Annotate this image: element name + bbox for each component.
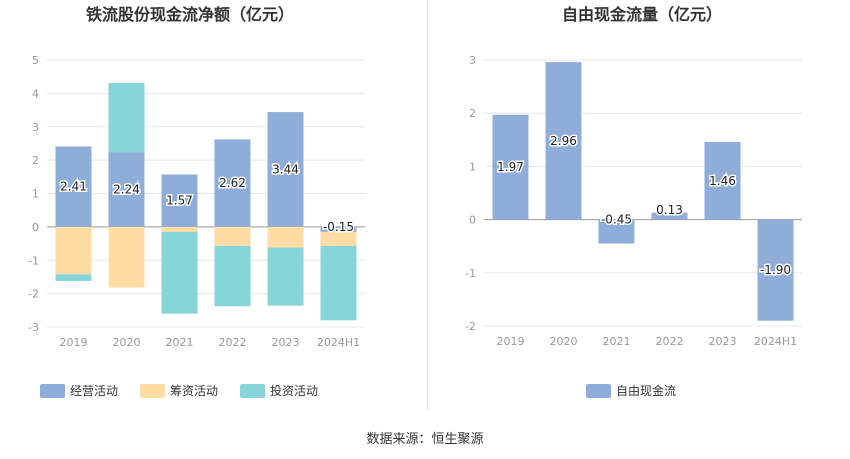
bar-investing (55, 274, 92, 281)
bar-free (651, 212, 688, 220)
data-label: -1.90 (760, 263, 791, 277)
bar-investing (214, 245, 251, 307)
y-tick-label: 3 (469, 54, 476, 67)
x-tick-label: 2023 (709, 335, 737, 348)
data-label: -0.45 (601, 213, 632, 227)
x-tick-label: 2021 (166, 336, 194, 349)
bar-investing (161, 231, 198, 314)
y-tick-label: -2 (28, 288, 39, 301)
bar-financing (320, 231, 357, 246)
bar-free (545, 62, 582, 220)
bar-operating (267, 112, 304, 227)
y-tick-label: 2 (469, 107, 476, 120)
x-tick-label: 2024H1 (317, 336, 360, 349)
bar-financing (214, 226, 251, 246)
chart-title: 铁流股份现金流净额（亿元） (86, 5, 294, 24)
bar-financing (267, 226, 304, 248)
data-source: 数据来源：恒生聚源 (366, 432, 484, 447)
data-label: 2.24 (113, 182, 140, 196)
data-label: 3.44 (272, 162, 299, 176)
data-label: 2.96 (550, 134, 577, 148)
bar-operating (161, 174, 198, 227)
x-tick-label: 2022 (219, 336, 247, 349)
data-label: 2.62 (219, 176, 246, 190)
y-tick-label: 1 (469, 160, 476, 173)
legend-label: 投资活动 (270, 383, 318, 398)
bar-investing (320, 245, 357, 321)
chart-divider (427, 0, 428, 410)
free-cash-flow-chart: 自由现金流量（亿元） 3 2 1 0 -1 -2 2019 2020 2021 2022 2023 20… (465, 5, 802, 398)
bar-free (492, 114, 529, 220)
y-tick-label: 1 (32, 188, 39, 201)
bar-financing (108, 226, 145, 288)
bar-operating (214, 139, 251, 227)
legend-swatch (240, 384, 265, 398)
bar-free (704, 141, 741, 220)
cash-flow-net-chart: 铁流股份现金流净额（亿元） 5 4 3 2 1 0 -1 -2 -3 2019 2020 2021 202… (28, 5, 365, 398)
x-tick-label: 2020 (113, 336, 141, 349)
legend-swatch (140, 384, 165, 398)
x-tick-label: 2019 (497, 335, 525, 348)
x-tick-label: 2023 (272, 336, 300, 349)
bar-investing (267, 247, 304, 306)
legend-swatch (40, 384, 65, 398)
bar-investing (108, 83, 145, 153)
data-label: 1.46 (709, 174, 736, 188)
data-label: -0.15 (323, 220, 354, 234)
legend-label: 经营活动 (70, 384, 118, 398)
y-tick-label: 0 (469, 214, 476, 227)
y-tick-label: 4 (32, 87, 39, 100)
y-tick-label: 3 (32, 121, 39, 134)
bar-operating (320, 226, 357, 232)
y-tick-label: 2 (32, 154, 39, 167)
y-tick-label: -2 (465, 320, 476, 333)
legend-label: 筹资活动 (170, 384, 218, 398)
y-tick-label: 0 (32, 221, 39, 234)
bar-operating (55, 146, 92, 227)
legend-label: 自由现金流 (616, 383, 676, 398)
x-tick-label: 2019 (60, 336, 88, 349)
bar-financing (55, 226, 92, 275)
legend-swatch (586, 384, 611, 398)
x-tick-label: 2021 (603, 335, 631, 348)
y-tick-label: 5 (32, 54, 39, 67)
bar-operating (108, 152, 145, 227)
data-label: 0.13 (656, 203, 683, 217)
bar-free (598, 219, 635, 244)
x-tick-label: 2024H1 (754, 335, 797, 348)
y-tick-label: -1 (28, 254, 39, 267)
y-tick-label: -3 (28, 321, 39, 334)
bar-financing (161, 226, 198, 232)
bar-free (757, 219, 794, 321)
x-tick-label: 2020 (550, 335, 578, 348)
y-tick-label: -1 (465, 267, 476, 280)
data-label: 2.41 (60, 180, 87, 194)
data-label: 1.57 (166, 194, 193, 208)
x-tick-label: 2022 (656, 335, 684, 348)
data-label: 1.97 (497, 160, 524, 174)
chart-title: 自由现金流量（亿元） (562, 5, 722, 24)
